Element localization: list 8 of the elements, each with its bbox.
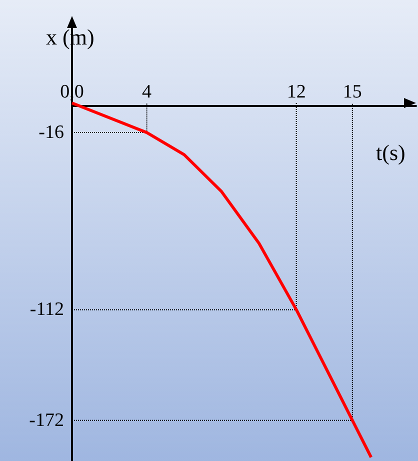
y-tick-label: -172 [29,410,64,431]
x-tick-label: 12 [286,81,306,102]
x-tick-label: 15 [342,81,362,102]
y-tick-label: -16 [38,122,64,144]
line-series [70,102,373,459]
x-tick-label: 4 [142,81,152,102]
x-axis-title: t(s) [376,140,406,165]
y-tick-label: -112 [30,299,64,320]
